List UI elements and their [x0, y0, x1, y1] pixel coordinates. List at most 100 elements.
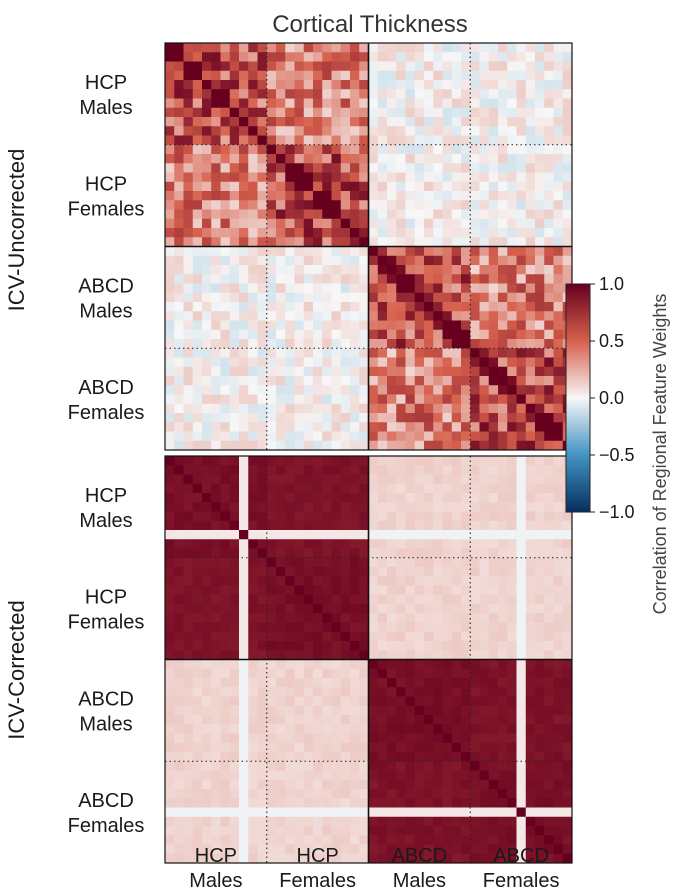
heatmap-cell	[442, 696, 453, 707]
heatmap-cell	[322, 631, 332, 642]
heatmap-cell	[451, 246, 462, 257]
heatmap-cell	[211, 237, 221, 247]
heatmap-cell	[544, 302, 554, 312]
heatmap-cell	[229, 246, 240, 257]
heatmap-cell	[377, 172, 388, 183]
heatmap-cell	[470, 530, 480, 540]
heatmap-cell	[442, 493, 453, 503]
heatmap-cell	[451, 385, 462, 395]
heatmap-cell	[414, 154, 425, 164]
heatmap-cell	[303, 502, 314, 512]
heatmap-cell	[183, 440, 194, 451]
heatmap-cell	[285, 493, 295, 503]
heatmap-cell	[174, 89, 184, 99]
heatmap-cell	[553, 403, 564, 414]
heatmap-cell	[451, 117, 462, 127]
heatmap-cell	[211, 742, 221, 753]
heatmap-cell	[174, 431, 184, 442]
heatmap-cell	[488, 172, 499, 183]
heatmap-cell	[396, 835, 406, 845]
heatmap-cell	[553, 641, 564, 651]
heatmap-cell	[183, 209, 194, 220]
heatmap-cell	[544, 585, 554, 596]
heatmap-cell	[396, 200, 406, 210]
heatmap-cell	[239, 70, 249, 81]
heatmap-cell	[368, 576, 379, 586]
heatmap-cell	[183, 539, 194, 549]
heatmap-cell	[424, 622, 434, 633]
heatmap-cell	[192, 594, 203, 605]
heatmap-cell	[377, 511, 388, 522]
heatmap-cell	[479, 413, 490, 423]
heatmap-cell	[414, 181, 425, 192]
heatmap-cell	[516, 724, 527, 734]
heatmap-cell	[303, 255, 314, 266]
heatmap-cell	[313, 687, 323, 697]
heatmap-cell	[322, 440, 332, 451]
heatmap-cell	[248, 511, 258, 522]
heatmap-cell	[516, 502, 527, 512]
heatmap-cell	[220, 413, 231, 423]
heatmap-cell	[544, 474, 554, 485]
heatmap-cell	[183, 576, 194, 586]
heatmap-cell	[294, 539, 305, 549]
heatmap-cell	[331, 255, 342, 266]
heatmap-cell	[479, 742, 490, 753]
heatmap-cell	[414, 585, 425, 596]
heatmap-cell	[239, 366, 249, 377]
heatmap-cell	[553, 844, 564, 855]
heatmap-cell	[359, 265, 369, 275]
heatmap-cell	[424, 292, 434, 303]
heatmap-cell	[442, 789, 453, 799]
heatmap-cell	[248, 733, 258, 744]
heatmap-cell	[239, 144, 249, 155]
heatmap-cell	[248, 255, 258, 266]
heatmap-cell	[414, 61, 425, 72]
heatmap-cell	[192, 816, 203, 827]
heatmap-cell	[192, 742, 203, 753]
heatmap-cell	[285, 668, 295, 679]
heatmap-cell	[498, 43, 508, 53]
heatmap-cell	[451, 696, 462, 707]
heatmap-cell	[562, 172, 573, 183]
heatmap-cell	[424, 218, 434, 229]
heatmap-cell	[192, 761, 203, 771]
heatmap-cell	[451, 107, 462, 118]
heatmap-cell	[553, 431, 564, 442]
heatmap-cell	[498, 807, 508, 818]
heatmap-cell	[461, 339, 471, 349]
heatmap-cell	[498, 357, 508, 368]
heatmap-cell	[359, 465, 369, 475]
heatmap-cell	[165, 650, 175, 660]
heatmap-cell	[183, 135, 194, 146]
heatmap-cell	[377, 853, 388, 864]
heatmap-cell	[451, 733, 462, 744]
heatmap-cell	[202, 218, 212, 229]
heatmap-cell	[525, 641, 536, 651]
heatmap-cell	[220, 844, 231, 855]
heatmap-cell	[368, 779, 379, 790]
heatmap-cell	[211, 283, 221, 294]
heatmap-cell	[377, 98, 388, 109]
heatmap-cell	[507, 483, 517, 494]
heatmap-cell	[266, 761, 277, 771]
heatmap-cell	[405, 770, 416, 781]
heatmap-cell	[303, 779, 314, 790]
heatmap-cell	[433, 394, 443, 405]
heatmap-cell	[498, 557, 508, 568]
heatmap-cell	[433, 631, 443, 642]
heatmap-cell	[183, 265, 194, 275]
heatmap-cell	[525, 557, 536, 568]
heatmap-cell	[387, 465, 397, 475]
heatmap-cell	[229, 357, 240, 368]
heatmap-cell	[331, 126, 342, 136]
heatmap-cell	[553, 715, 564, 725]
heatmap-cell	[479, 853, 490, 864]
heatmap-cell	[183, 302, 194, 312]
heatmap-cell	[498, 687, 508, 697]
heatmap-cell	[174, 789, 184, 799]
heatmap-cell	[266, 511, 277, 522]
heatmap-cell	[192, 440, 203, 451]
heatmap-cell	[285, 613, 295, 623]
heatmap-cell	[553, 422, 564, 432]
